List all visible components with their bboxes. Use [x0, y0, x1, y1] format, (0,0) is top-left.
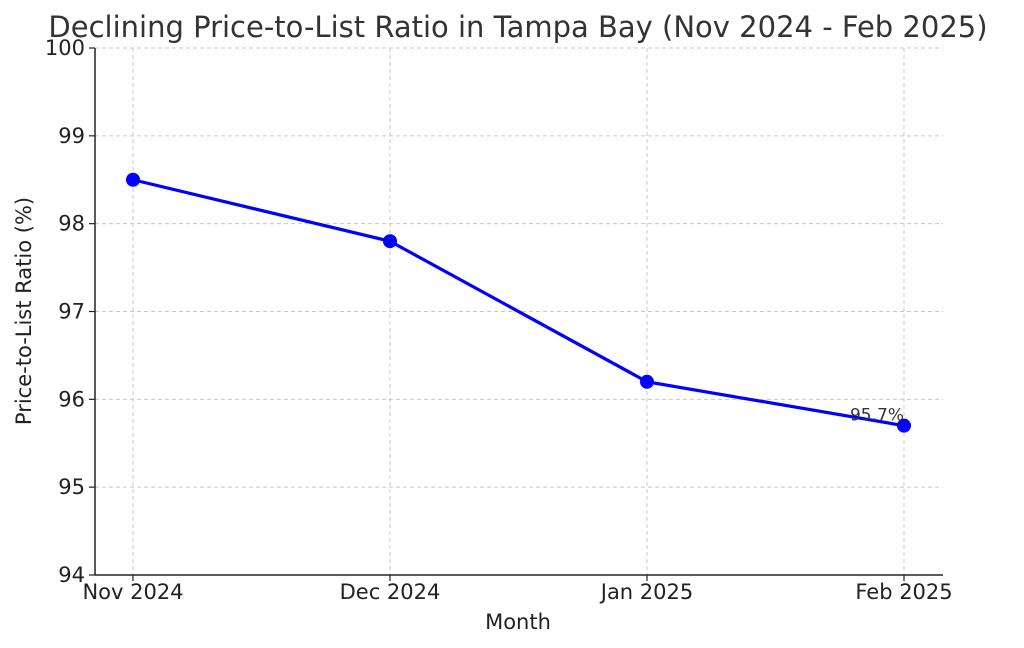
- y-tick-label: 94: [58, 563, 85, 587]
- data-point: [126, 172, 140, 187]
- y-tick-label: 99: [58, 124, 85, 148]
- tick-labels: 94 95 96 97 98 99 100 Nov 2024 Dec 2024 Jan 2025 F…: [45, 36, 953, 604]
- data-label: 95.7%: [850, 406, 904, 426]
- y-tick-label: 100: [45, 36, 85, 60]
- series-line: [132, 178, 905, 428]
- y-tick-label: 97: [58, 300, 85, 324]
- x-tick-label: Feb 2025: [855, 580, 952, 604]
- y-tick-label: 98: [58, 212, 85, 236]
- data-point: [383, 234, 397, 249]
- y-tick-label: 96: [58, 387, 85, 411]
- chart-title: Declining Price-to-List Ratio in Tampa B…: [48, 10, 987, 44]
- x-axis-title: Month: [485, 610, 551, 634]
- data-point: [640, 374, 654, 389]
- annotations: 95.7%: [850, 406, 904, 426]
- grid: [95, 47, 943, 575]
- x-tick-label: Jan 2025: [599, 580, 694, 604]
- x-tick-label: Nov 2024: [82, 580, 183, 604]
- x-tick-label: Dec 2024: [340, 580, 441, 604]
- data-point: [897, 418, 911, 433]
- y-axis-title: Price-to-List Ratio (%): [12, 197, 36, 425]
- series-price-to-list: [126, 172, 911, 433]
- y-tick-label: 95: [58, 475, 85, 499]
